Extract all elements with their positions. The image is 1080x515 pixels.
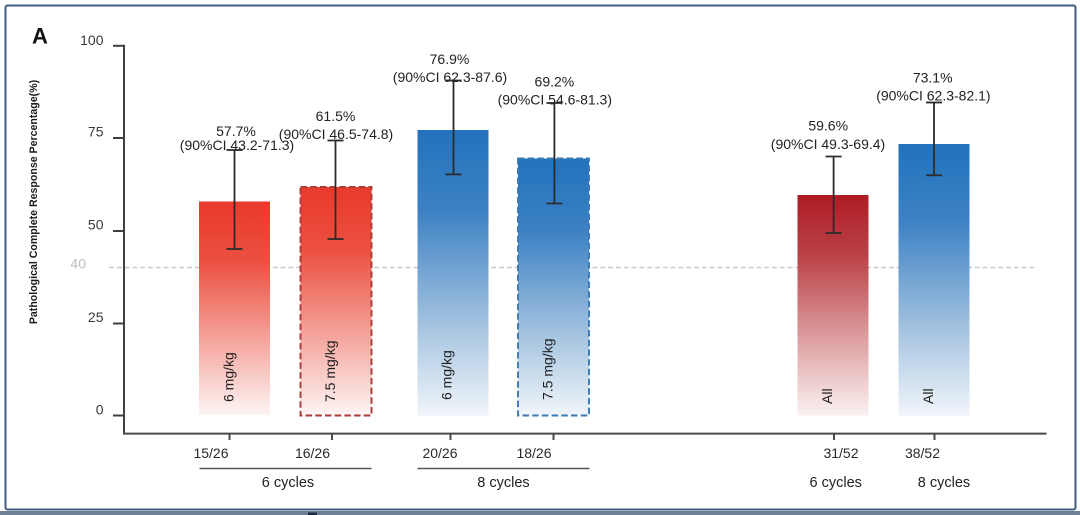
svg-text:All: All [819, 388, 835, 404]
svg-text:50: 50 [88, 216, 104, 232]
svg-text:61.5%: 61.5% [316, 108, 356, 124]
svg-text:31/52: 31/52 [823, 445, 858, 461]
svg-text:57.7%: 57.7% [216, 123, 256, 139]
svg-text:(90%CI 62.3-87.6): (90%CI 62.3-87.6) [393, 69, 507, 85]
svg-text:100: 100 [80, 32, 104, 48]
svg-text:(90%CI 62.3-82.1): (90%CI 62.3-82.1) [876, 88, 990, 104]
svg-text:16/26: 16/26 [295, 445, 330, 461]
svg-text:69.2%: 69.2% [535, 74, 575, 90]
svg-text:6 cycles: 6 cycles [810, 475, 862, 491]
svg-text:(90%CI 43.2-71.3): (90%CI 43.2-71.3) [180, 137, 294, 153]
svg-text:(90%CI 49.3-69.4): (90%CI 49.3-69.4) [771, 136, 885, 152]
svg-text:20/26: 20/26 [422, 445, 457, 461]
svg-text:A: A [32, 24, 48, 49]
svg-text:59.6%: 59.6% [808, 118, 848, 134]
svg-text:8 cycles: 8 cycles [918, 475, 970, 491]
svg-text:All: All [920, 388, 936, 404]
svg-text:6 cycles: 6 cycles [262, 475, 314, 491]
svg-text:6 mg/kg: 6 mg/kg [439, 350, 455, 400]
svg-text:76.9%: 76.9% [430, 51, 470, 67]
svg-text:6 mg/kg: 6 mg/kg [221, 352, 237, 402]
svg-text:75: 75 [88, 124, 104, 140]
svg-text:38/52: 38/52 [905, 445, 940, 461]
svg-text:(90%CI 54.6-81.3): (90%CI 54.6-81.3) [498, 92, 612, 108]
svg-text:7.5 mg/kg: 7.5 mg/kg [540, 339, 556, 400]
svg-text:73.1%: 73.1% [913, 70, 953, 86]
svg-text:(90%CI 46.5-74.8): (90%CI 46.5-74.8) [279, 126, 393, 142]
svg-text:18/26: 18/26 [516, 445, 551, 461]
svg-text:8 cycles: 8 cycles [477, 475, 529, 491]
svg-text:15/26: 15/26 [193, 445, 228, 461]
svg-text:25: 25 [88, 309, 104, 325]
svg-text:7.5 mg/kg: 7.5 mg/kg [322, 341, 338, 402]
svg-text:Pathological Complete Response: Pathological Complete Response Percentag… [28, 80, 40, 324]
svg-text:40: 40 [70, 256, 86, 272]
svg-text:0: 0 [96, 401, 104, 417]
